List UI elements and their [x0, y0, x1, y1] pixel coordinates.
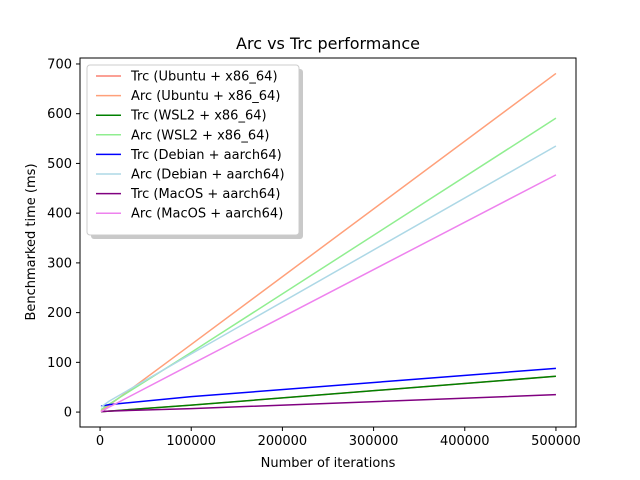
series-layer [100, 72, 557, 413]
series-line-1 [100, 72, 557, 412]
legend-label-1: Arc (Ubuntu + x86_64) [131, 89, 280, 104]
legend-box [86, 64, 300, 236]
y-axis-ticks: 0 100 200 300 400 500 600 700 [47, 57, 80, 421]
series-line-2 [100, 375, 556, 413]
series-line-6 [100, 393, 556, 413]
series-line-7 [100, 174, 557, 413]
legend-label-6: Trc (MacOS + aarch64) [130, 187, 280, 202]
legend-label-7: Arc (MacOS + aarch64) [131, 207, 283, 222]
x-axis-label: Number of iterations [261, 456, 396, 471]
series-line-5 [100, 145, 557, 408]
x-tick-label: 100000 [166, 434, 216, 449]
x-tick-label: 400000 [440, 434, 490, 449]
y-tick-label: 400 [47, 207, 72, 222]
y-axis-label: Benchmarked time (ms) [24, 163, 39, 320]
legend-label-0: Trc (Ubuntu + x86_64) [130, 70, 278, 85]
y-tick-label: 700 [47, 57, 72, 72]
y-tick-label: 500 [47, 157, 72, 172]
plot-frame [79, 57, 577, 428]
x-tick-label: 300000 [349, 434, 399, 449]
legend: Trc (Ubuntu + x86_64) Arc (Ubuntu + x86_6… [86, 64, 303, 239]
legend-label-3: Arc (WSL2 + x86_64) [131, 128, 269, 143]
y-tick-label: 600 [47, 107, 72, 122]
y-tick-label: 300 [47, 256, 72, 271]
x-axis-ticks: 0 100000 200000 300000 400000 500000 [96, 427, 581, 449]
series-line-4 [100, 367, 556, 407]
y-tick-label: 200 [47, 306, 72, 321]
legend-label-5: Arc (Debian + aarch64) [131, 168, 285, 183]
legend-label-4: Trc (Debian + aarch64) [130, 148, 282, 163]
legend-label-2: Trc (WSL2 + x86_64) [130, 109, 267, 124]
chart-title: Arc vs Trc performance [236, 34, 420, 53]
x-tick-label: 0 [96, 434, 104, 449]
legend-items: Trc (Ubuntu + x86_64) Arc (Ubuntu + x86_6… [96, 70, 285, 222]
y-tick-label: 100 [47, 356, 72, 371]
x-tick-label: 200000 [258, 434, 308, 449]
x-tick-label: 500000 [531, 434, 581, 449]
y-tick-label: 0 [64, 406, 72, 421]
